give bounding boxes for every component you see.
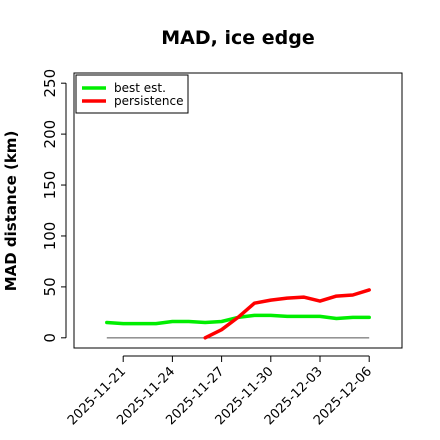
y-tick-label: 200 xyxy=(41,120,59,149)
series-line-persistence xyxy=(203,288,371,340)
y-tick-label: 50 xyxy=(41,277,59,296)
legend: best est.persistence xyxy=(75,74,189,114)
y-tick-label: 250 xyxy=(41,69,59,98)
y-axis-label: MAD distance (km) xyxy=(2,131,20,292)
legend-box xyxy=(75,74,189,114)
y-tick-label: 0 xyxy=(41,333,59,343)
y-tick-label: 150 xyxy=(41,171,59,200)
y-tick-label: 100 xyxy=(41,222,59,251)
legend-label: best est. xyxy=(114,81,166,95)
legend-label: persistence xyxy=(114,94,183,108)
plot-frame xyxy=(73,72,403,349)
chart-title: MAD, ice edge xyxy=(161,27,314,49)
